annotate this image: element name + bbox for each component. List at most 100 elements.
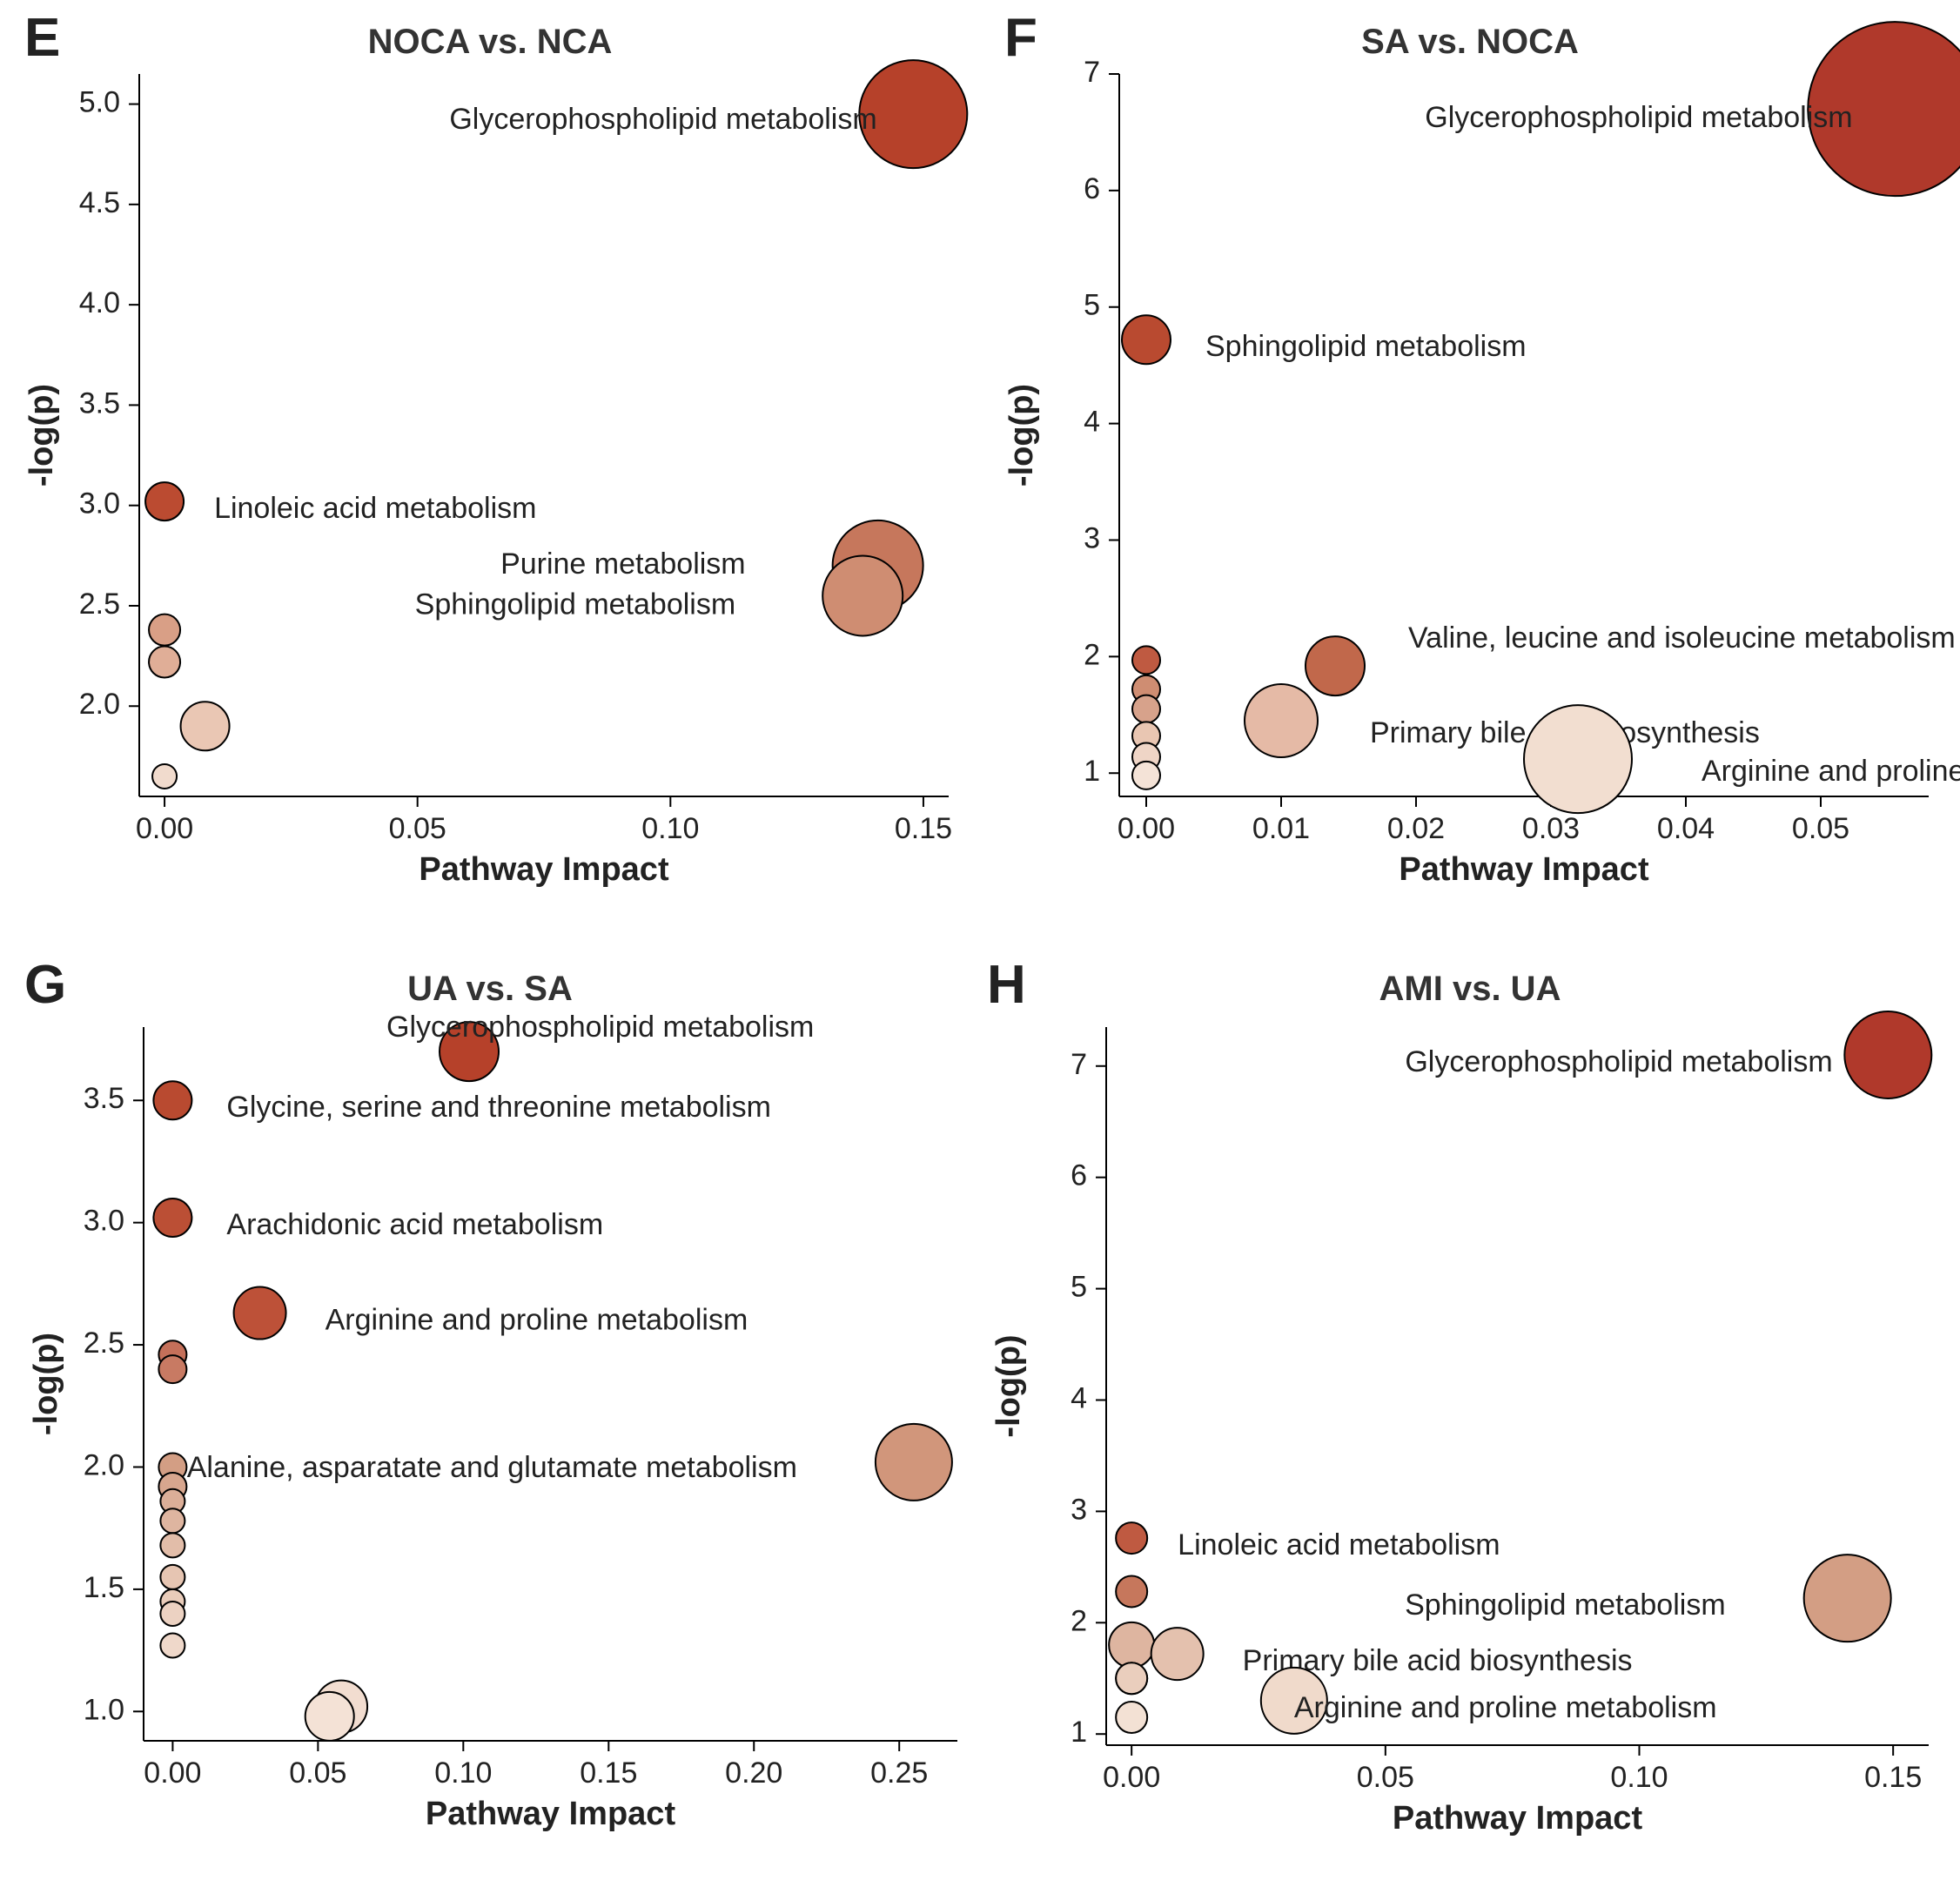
bubble-point (1116, 1575, 1147, 1607)
svg-text:0.10: 0.10 (1610, 1761, 1668, 1794)
svg-text:5: 5 (1071, 1271, 1087, 1304)
svg-text:0.05: 0.05 (1792, 812, 1849, 845)
svg-text:3.5: 3.5 (79, 386, 120, 420)
bubble-point (1109, 1622, 1154, 1668)
bubble-point (1306, 636, 1365, 695)
bubble-point (1132, 695, 1160, 723)
svg-text:-log(p): -log(p) (990, 1334, 1027, 1437)
panel-f: FSA vs. NOCA0.000.010.020.030.040.051234… (980, 0, 1960, 947)
svg-text:0.05: 0.05 (389, 812, 446, 845)
bubble-plot-svg: 0.000.050.100.152.02.53.03.54.04.55.0Pat… (0, 0, 1088, 936)
bubble-label: Arginine and proline metabolism (326, 1304, 748, 1337)
panel-g: GUA vs. SA0.000.050.100.150.200.251.01.5… (0, 947, 980, 1894)
svg-text:4.0: 4.0 (79, 286, 120, 319)
svg-text:1: 1 (1071, 1716, 1087, 1749)
svg-text:0.00: 0.00 (1103, 1761, 1160, 1794)
bubble-label: Glycine, serine and threonine metabolism (226, 1091, 771, 1124)
svg-text:3: 3 (1084, 521, 1100, 554)
svg-text:0.00: 0.00 (144, 1756, 201, 1790)
bubble-point (160, 1602, 185, 1626)
svg-text:0.10: 0.10 (434, 1756, 492, 1790)
bubble-point (160, 1565, 185, 1589)
bubble-point (1122, 315, 1171, 364)
svg-text:0.05: 0.05 (289, 1756, 346, 1790)
bubble-point (1132, 762, 1160, 789)
svg-text:Pathway Impact: Pathway Impact (426, 1796, 676, 1832)
bubble-point (1151, 1628, 1204, 1680)
bubble-label: Sphingolipid metabolism (1405, 1588, 1726, 1622)
bubble-label: Arachidonic acid metabolism (226, 1208, 603, 1241)
svg-text:0.15: 0.15 (580, 1756, 637, 1790)
bubble-plot-svg: 0.000.050.100.151234567Pathway Impact-lo… (967, 888, 1960, 1884)
svg-text:2.5: 2.5 (84, 1326, 124, 1360)
bubble-point (149, 615, 180, 646)
panel-e: ENOCA vs. NCA0.000.050.100.152.02.53.03.… (0, 0, 980, 947)
svg-text:0.03: 0.03 (1522, 812, 1580, 845)
bubble-point (153, 1081, 191, 1119)
bubble-plot-svg: 0.000.050.100.150.200.251.01.52.02.53.03… (4, 888, 1097, 1880)
svg-text:2: 2 (1084, 638, 1100, 671)
bubble-point (1844, 1011, 1931, 1098)
bubble-label: Glycerophospholipid metabolism (1405, 1045, 1832, 1078)
bubble-plot-svg: 0.000.010.020.030.040.051234567Pathway I… (980, 0, 1960, 936)
bubble-point (1524, 705, 1632, 813)
bubble-point (1116, 1662, 1147, 1694)
bubble-point (153, 1199, 191, 1237)
bubble-point (160, 1508, 185, 1533)
svg-text:4: 4 (1084, 406, 1100, 439)
svg-text:6: 6 (1071, 1159, 1087, 1192)
svg-text:1: 1 (1084, 755, 1100, 788)
bubble-label: Glycerophospholipid metabolism (449, 103, 876, 136)
bubble-label: Glycerophospholipid metabolism (386, 1011, 814, 1044)
bubble-point (1116, 1702, 1147, 1733)
bubble-point (234, 1287, 286, 1340)
bubble-point (1245, 684, 1318, 757)
bubble-point (305, 1692, 354, 1741)
svg-text:0.00: 0.00 (1118, 812, 1175, 845)
bubble-label: Glycerophospholipid metabolism (1425, 101, 1852, 134)
bubble-point (145, 482, 184, 521)
bubble-point (160, 1533, 185, 1557)
svg-text:Pathway Impact: Pathway Impact (419, 851, 669, 888)
bubble-point (160, 1633, 185, 1657)
svg-text:0.01: 0.01 (1252, 812, 1310, 845)
svg-text:-log(p): -log(p) (1003, 384, 1040, 487)
svg-text:0.25: 0.25 (870, 1756, 928, 1790)
svg-text:0.02: 0.02 (1387, 812, 1445, 845)
bubble-point (1804, 1555, 1891, 1642)
svg-text:5: 5 (1084, 289, 1100, 322)
svg-text:-log(p): -log(p) (28, 1333, 64, 1435)
bubble-label: Sphingolipid metabolism (415, 588, 736, 621)
svg-text:4.5: 4.5 (79, 186, 120, 219)
bubble-point (1116, 1522, 1147, 1554)
svg-text:Pathway Impact: Pathway Impact (1393, 1800, 1643, 1837)
svg-text:0.00: 0.00 (136, 812, 193, 845)
bubble-label: Arginine and proline metabolism (1294, 1691, 1717, 1724)
bubble-label: Alanine, asparatate and glutamate metabo… (187, 1451, 797, 1484)
bubble-point (876, 1424, 952, 1501)
svg-text:-log(p): -log(p) (23, 384, 60, 487)
bubble-label: Sphingolipid metabolism (1205, 330, 1527, 363)
svg-text:1.0: 1.0 (84, 1693, 124, 1726)
svg-text:2.0: 2.0 (84, 1448, 124, 1481)
svg-text:3.5: 3.5 (84, 1082, 124, 1115)
svg-text:3.0: 3.0 (84, 1205, 124, 1238)
bubble-point (181, 702, 230, 750)
bubble-point (158, 1355, 186, 1383)
svg-text:2.5: 2.5 (79, 588, 120, 621)
svg-text:6: 6 (1084, 172, 1100, 205)
svg-text:1.5: 1.5 (84, 1571, 124, 1604)
bubble-point (149, 647, 180, 678)
svg-text:7: 7 (1071, 1048, 1087, 1081)
svg-text:0.05: 0.05 (1357, 1761, 1414, 1794)
figure-grid: ENOCA vs. NCA0.000.050.100.152.02.53.03.… (0, 0, 1960, 1894)
svg-text:4: 4 (1071, 1381, 1087, 1414)
svg-text:3: 3 (1071, 1493, 1087, 1526)
svg-text:5.0: 5.0 (79, 86, 120, 119)
bubble-label: Purine metabolism (500, 547, 746, 581)
bubble-point (1132, 646, 1160, 674)
svg-text:2.0: 2.0 (79, 688, 120, 721)
bubble-point (822, 555, 903, 635)
svg-text:0.10: 0.10 (641, 812, 699, 845)
bubble-label: Valine, leucine and isoleucine metabolis… (1408, 621, 1956, 655)
